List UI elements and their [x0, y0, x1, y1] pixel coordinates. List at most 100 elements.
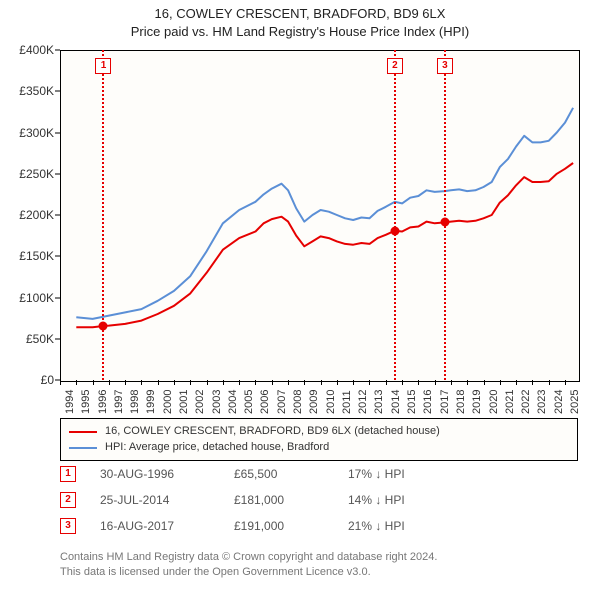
xtick-mark — [158, 380, 159, 385]
transaction-price: £181,000 — [234, 493, 324, 507]
transaction-hpi-diff: 14% ↓ HPI — [348, 493, 405, 507]
ytick-label: £100K — [0, 291, 54, 305]
xtick-label: 2021 — [504, 390, 516, 414]
ytick-mark — [55, 173, 60, 174]
transaction-row: 130-AUG-1996£65,50017% ↓ HPI — [60, 466, 578, 482]
xtick-label: 2023 — [536, 390, 548, 414]
xtick-label: 2016 — [422, 390, 434, 414]
ytick-mark — [55, 132, 60, 133]
xtick-mark — [272, 380, 273, 385]
xtick-label: 2005 — [243, 390, 255, 414]
xtick-label: 2013 — [373, 390, 385, 414]
xtick-label: 2012 — [357, 390, 369, 414]
series-hpi — [76, 108, 573, 319]
xtick-mark — [435, 380, 436, 385]
legend: 16, COWLEY CRESCENT, BRADFORD, BD9 6LX (… — [60, 418, 578, 461]
transaction-price: £65,500 — [234, 467, 324, 481]
xtick-label: 2022 — [520, 390, 532, 414]
xtick-mark — [321, 380, 322, 385]
ytick-mark — [55, 256, 60, 257]
transaction-hpi-diff: 21% ↓ HPI — [348, 519, 405, 533]
ytick-label: £200K — [0, 208, 54, 222]
xtick-mark — [418, 380, 419, 385]
marker-box: 3 — [437, 58, 453, 74]
marker-dot — [390, 226, 399, 235]
xtick-label: 1994 — [64, 390, 76, 414]
xtick-label: 1999 — [145, 390, 157, 414]
ytick-label: £0 — [0, 373, 54, 387]
xtick-label: 2009 — [308, 390, 320, 414]
legend-swatch-hpi — [69, 447, 97, 449]
transaction-date: 30-AUG-1996 — [100, 467, 210, 481]
xtick-mark — [255, 380, 256, 385]
xtick-mark — [451, 380, 452, 385]
ytick-label: £400K — [0, 43, 54, 57]
xtick-label: 2020 — [488, 390, 500, 414]
transaction-index-box: 1 — [60, 466, 76, 482]
xtick-label: 2024 — [553, 390, 565, 414]
xtick-mark — [386, 380, 387, 385]
transaction-price: £191,000 — [234, 519, 324, 533]
transaction-date: 25-JUL-2014 — [100, 493, 210, 507]
xtick-label: 2001 — [178, 390, 190, 414]
xtick-mark — [484, 380, 485, 385]
marker-box: 2 — [387, 58, 403, 74]
xtick-label: 2007 — [276, 390, 288, 414]
xtick-label: 2017 — [439, 390, 451, 414]
xtick-mark — [141, 380, 142, 385]
xtick-mark — [223, 380, 224, 385]
xtick-label: 2006 — [259, 390, 271, 414]
xtick-mark — [109, 380, 110, 385]
xtick-label: 2025 — [569, 390, 581, 414]
ytick-mark — [55, 297, 60, 298]
xtick-mark — [500, 380, 501, 385]
footer-line2: This data is licensed under the Open Gov… — [60, 565, 578, 580]
ytick-label: £250K — [0, 167, 54, 181]
xtick-mark — [565, 380, 566, 385]
xtick-mark — [353, 380, 354, 385]
xtick-mark — [239, 380, 240, 385]
ytick-label: £350K — [0, 84, 54, 98]
xtick-label: 2000 — [162, 390, 174, 414]
xtick-mark — [337, 380, 338, 385]
transaction-index-box: 3 — [60, 518, 76, 534]
xtick-label: 2018 — [455, 390, 467, 414]
transaction-notes: 130-AUG-1996£65,50017% ↓ HPI225-JUL-2014… — [60, 466, 578, 534]
legend-label-hpi: HPI: Average price, detached house, Brad… — [105, 439, 329, 455]
legend-swatch-property — [69, 431, 97, 433]
xtick-mark — [467, 380, 468, 385]
xtick-mark — [93, 380, 94, 385]
xtick-mark — [60, 380, 61, 385]
xtick-mark — [402, 380, 403, 385]
footer-line1: Contains HM Land Registry data © Crown c… — [60, 550, 578, 565]
xtick-mark — [304, 380, 305, 385]
marker-dot — [99, 321, 108, 330]
xtick-mark — [125, 380, 126, 385]
xtick-label: 2003 — [211, 390, 223, 414]
ytick-mark — [55, 50, 60, 51]
xtick-label: 2011 — [341, 390, 353, 414]
xtick-mark — [532, 380, 533, 385]
xtick-mark — [549, 380, 550, 385]
ytick-mark — [55, 91, 60, 92]
marker-vline — [444, 50, 446, 380]
xtick-label: 1997 — [113, 390, 125, 414]
transaction-index-box: 2 — [60, 492, 76, 508]
xtick-label: 2010 — [325, 390, 337, 414]
xtick-mark — [190, 380, 191, 385]
xtick-label: 2008 — [292, 390, 304, 414]
ytick-label: £150K — [0, 249, 54, 263]
footer-attribution: Contains HM Land Registry data © Crown c… — [60, 550, 578, 580]
series-property — [76, 163, 573, 327]
transaction-date: 16-AUG-2017 — [100, 519, 210, 533]
xtick-mark — [76, 380, 77, 385]
xtick-label: 2004 — [227, 390, 239, 414]
xtick-label: 2015 — [406, 390, 418, 414]
xtick-mark — [174, 380, 175, 385]
legend-row-hpi: HPI: Average price, detached house, Brad… — [69, 439, 569, 455]
ytick-label: £50K — [0, 332, 54, 346]
xtick-mark — [516, 380, 517, 385]
marker-vline — [102, 50, 104, 380]
xtick-label: 2002 — [194, 390, 206, 414]
marker-vline — [394, 50, 396, 380]
